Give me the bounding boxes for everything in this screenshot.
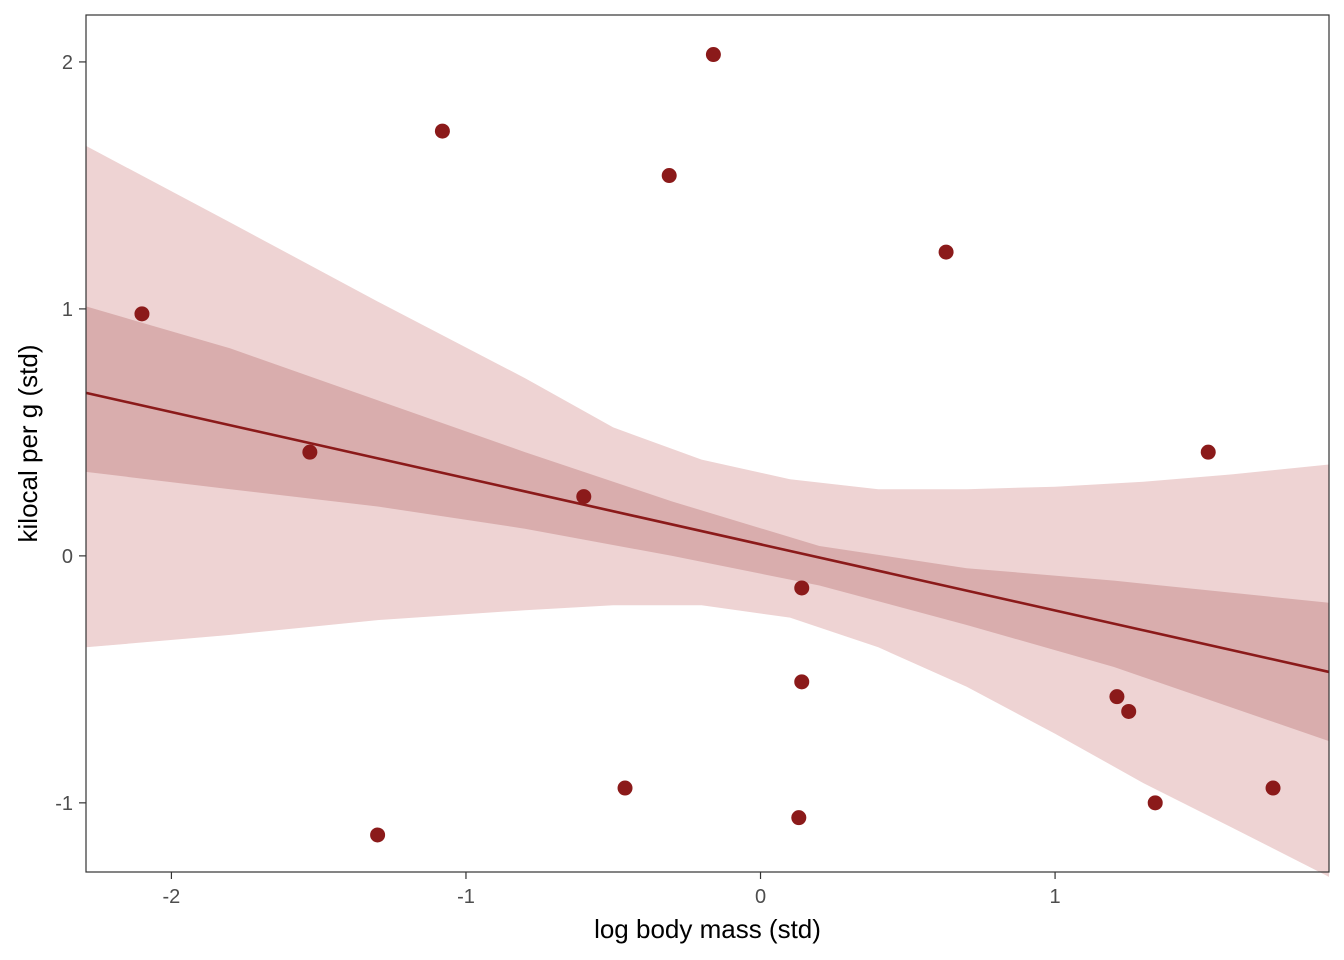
x-tick-label: 0 <box>755 886 766 908</box>
x-tick-label: -1 <box>457 886 475 908</box>
data-point <box>794 580 810 596</box>
data-point <box>1121 703 1137 719</box>
data-point <box>705 47 721 63</box>
x-axis: -2 -1 0 1 <box>163 872 1061 908</box>
x-tick-label: 1 <box>1050 886 1061 908</box>
data-point <box>1147 795 1163 811</box>
inner-confidence-band <box>86 306 1329 742</box>
data-point <box>576 489 592 505</box>
y-tick-label: 1 <box>62 299 73 321</box>
data-point <box>370 827 386 843</box>
data-point <box>134 306 150 322</box>
outer-confidence-band <box>86 145 1329 877</box>
regression-line-layer <box>85 391 1330 674</box>
data-point <box>434 123 450 139</box>
y-axis-title: kilocal per g (std) <box>13 345 43 543</box>
data-point <box>791 810 807 826</box>
y-axis: -1 0 1 2 <box>55 52 86 815</box>
data-points <box>134 47 1281 843</box>
y-tick-label: 0 <box>62 546 73 568</box>
data-point <box>1265 780 1281 796</box>
confidence-bands <box>86 145 1329 877</box>
data-point <box>661 168 677 184</box>
x-tick-label: -2 <box>163 886 181 908</box>
regression-line <box>85 391 1330 674</box>
data-point <box>617 780 633 796</box>
data-point <box>1200 444 1216 460</box>
data-point <box>1109 689 1125 705</box>
data-point <box>938 244 954 260</box>
plot-frame <box>85 14 1330 873</box>
data-point <box>302 444 318 460</box>
data-point <box>794 674 810 690</box>
y-tick-label: -1 <box>55 793 73 815</box>
x-axis-title: log body mass (std) <box>594 914 821 944</box>
y-tick-label: 2 <box>62 52 73 74</box>
